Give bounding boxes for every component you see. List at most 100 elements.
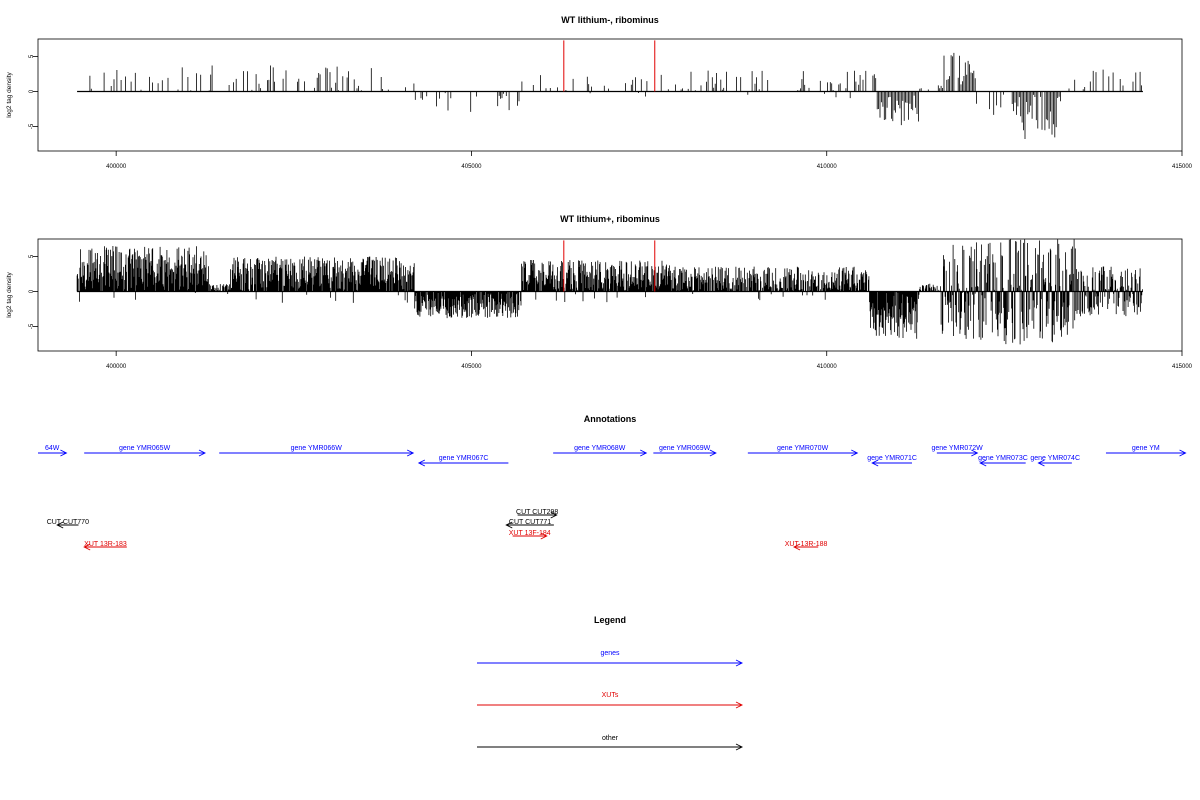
annotation-arrow-head <box>1037 459 1045 467</box>
annotation-label: XUT 13R-188 <box>785 541 828 548</box>
annotation-label: gene YMR073C <box>978 455 1028 462</box>
annotation-label: gene YMR067C <box>439 455 489 462</box>
annotation-arrow-head <box>871 459 879 467</box>
legend-label: genes <box>600 650 620 657</box>
x-tick-label: 415000 <box>1172 364 1193 370</box>
annotation-xut: XUT 13R-188 <box>785 541 828 551</box>
annotation-label: XUT 13R-183 <box>84 541 127 548</box>
annotation-label: gene YMR072W <box>931 445 983 452</box>
x-tick-label: 410000 <box>817 164 838 170</box>
legend-item-genes: genes <box>477 650 744 667</box>
annotation-gene: gene YMR074C <box>1030 455 1080 467</box>
annotation-arrow-head <box>979 459 987 467</box>
annotation-label: gene YMR074C <box>1030 455 1080 462</box>
y-tick-label: 5 <box>29 254 35 258</box>
annotation-label: 64W <box>45 445 60 452</box>
annotation-label: XUT 13F-184 <box>509 530 551 537</box>
x-tick-label: 400000 <box>106 164 127 170</box>
annotation-label: CUT CUT771 <box>509 519 551 526</box>
annotation-gene: gene YMR069W <box>653 445 717 457</box>
annotation-xut: XUT 13R-183 <box>83 541 127 551</box>
annotation-label: gene YMR068W <box>574 445 626 452</box>
annotation-label: CUT CUT770 <box>47 519 89 526</box>
plot-frame <box>37 38 1183 152</box>
x-tick-label: 415000 <box>1172 164 1193 170</box>
annotation-arrow-head <box>417 459 426 467</box>
annotation-label: gene YMR065W <box>119 445 171 452</box>
annotation-gene: gene YMR065W <box>84 445 206 457</box>
x-axis: 400000 405000 410000 415000 <box>106 151 1193 170</box>
annotation-arrow-head <box>793 543 801 551</box>
density-bars-path <box>89 52 1142 139</box>
x-tick-label: 405000 <box>461 364 482 370</box>
x-tick-label: 400000 <box>106 364 127 370</box>
annotation-label: CUT CUT298 <box>516 509 558 516</box>
legend-item-xuts: XUTs <box>477 692 744 709</box>
annotation-features: 64W gene YMR065W gene YMR066W gene YMR067C g… <box>38 445 1187 551</box>
annotation-gene: gene YMR067C <box>417 455 509 467</box>
x-tick-label: 410000 <box>817 364 838 370</box>
panel-title: WT lithium+, ribominus <box>560 214 660 224</box>
annotation-arrow-head <box>550 511 558 519</box>
legend-arrow-head <box>735 743 744 751</box>
density-bars <box>77 52 1143 139</box>
y-axis: -5 0 5 <box>29 254 38 329</box>
annotation-arrow-head <box>198 449 206 457</box>
x-tick-label: 405000 <box>461 164 482 170</box>
y-tick-label: 0 <box>29 89 35 93</box>
plot-frame <box>37 238 1183 352</box>
annotation-gene: 64W <box>38 445 68 457</box>
y-axis-label: log2 tag density <box>6 71 13 117</box>
legend-label: XUTs <box>602 692 619 699</box>
annotation-gene: gene YMR070W <box>747 445 859 457</box>
legend-item-other: other <box>477 735 744 751</box>
annotation-arrow-head <box>406 449 415 457</box>
annotation-arrow-head <box>1179 449 1187 457</box>
annotation-gene: gene YMR068W <box>553 445 648 457</box>
annotation-label: gene YMR069W <box>659 445 711 452</box>
y-tick-label: 5 <box>29 54 35 58</box>
track-panel-lithium-minus: WT lithium-, ribominus log2 tag density … <box>6 15 1193 170</box>
annotation-gene: gene YMR071C <box>867 455 917 467</box>
y-axis-label: log2 tag density <box>6 271 13 317</box>
y-axis: -5 0 5 <box>29 54 38 129</box>
y-tick-label: -5 <box>29 323 35 329</box>
density-bars-path <box>76 239 1143 345</box>
annotation-arrow-head <box>505 521 513 529</box>
panel-title: WT lithium-, ribominus <box>561 15 659 25</box>
annotation-gene: gene YM <box>1105 445 1187 457</box>
annotations-title: Annotations <box>584 414 637 424</box>
density-bars <box>76 239 1143 345</box>
annotation-arrow-head <box>851 449 859 457</box>
legend-title: Legend <box>594 615 626 625</box>
annotation-gene: gene YMR073C <box>978 455 1028 467</box>
annotation-arrow-head <box>56 521 64 529</box>
annotation-arrow-head <box>640 449 648 457</box>
annotation-arrow-head <box>709 449 717 457</box>
annotation-other: CUT CUT298 <box>516 509 558 519</box>
annotation-gene: gene YMR072W <box>931 445 983 457</box>
annotation-arrow-head <box>60 449 68 457</box>
track-panel-lithium-plus: WT lithium+, ribominus log2 tag density … <box>6 214 1193 370</box>
highlight-markers <box>563 240 656 292</box>
y-tick-label: 0 <box>29 289 35 293</box>
annotation-other: CUT CUT770 <box>47 519 89 529</box>
y-tick-label: -5 <box>29 123 35 129</box>
legend: Legend genes XUTs other <box>477 615 744 751</box>
annotation-label: gene YMR071C <box>867 455 917 462</box>
legend-arrow-head <box>735 701 744 709</box>
x-axis: 400000 405000 410000 415000 <box>106 351 1193 370</box>
annotation-track: Annotations 64W gene YMR065W gene YMR066W g… <box>38 414 1187 551</box>
annotation-other: CUT CUT771 <box>505 519 554 529</box>
annotation-arrow-head <box>540 532 548 540</box>
annotation-gene: gene YMR066W <box>219 445 415 457</box>
annotation-label: gene YMR070W <box>777 445 829 452</box>
legend-label: other <box>602 735 619 742</box>
annotation-arrow-head <box>83 543 91 551</box>
annotation-label: gene YMR066W <box>291 445 343 452</box>
legend-arrow-head <box>735 659 744 667</box>
annotation-arrow-head <box>971 449 979 457</box>
annotation-label: gene YM <box>1132 445 1160 452</box>
annotation-xut: XUT 13F-184 <box>509 530 551 540</box>
